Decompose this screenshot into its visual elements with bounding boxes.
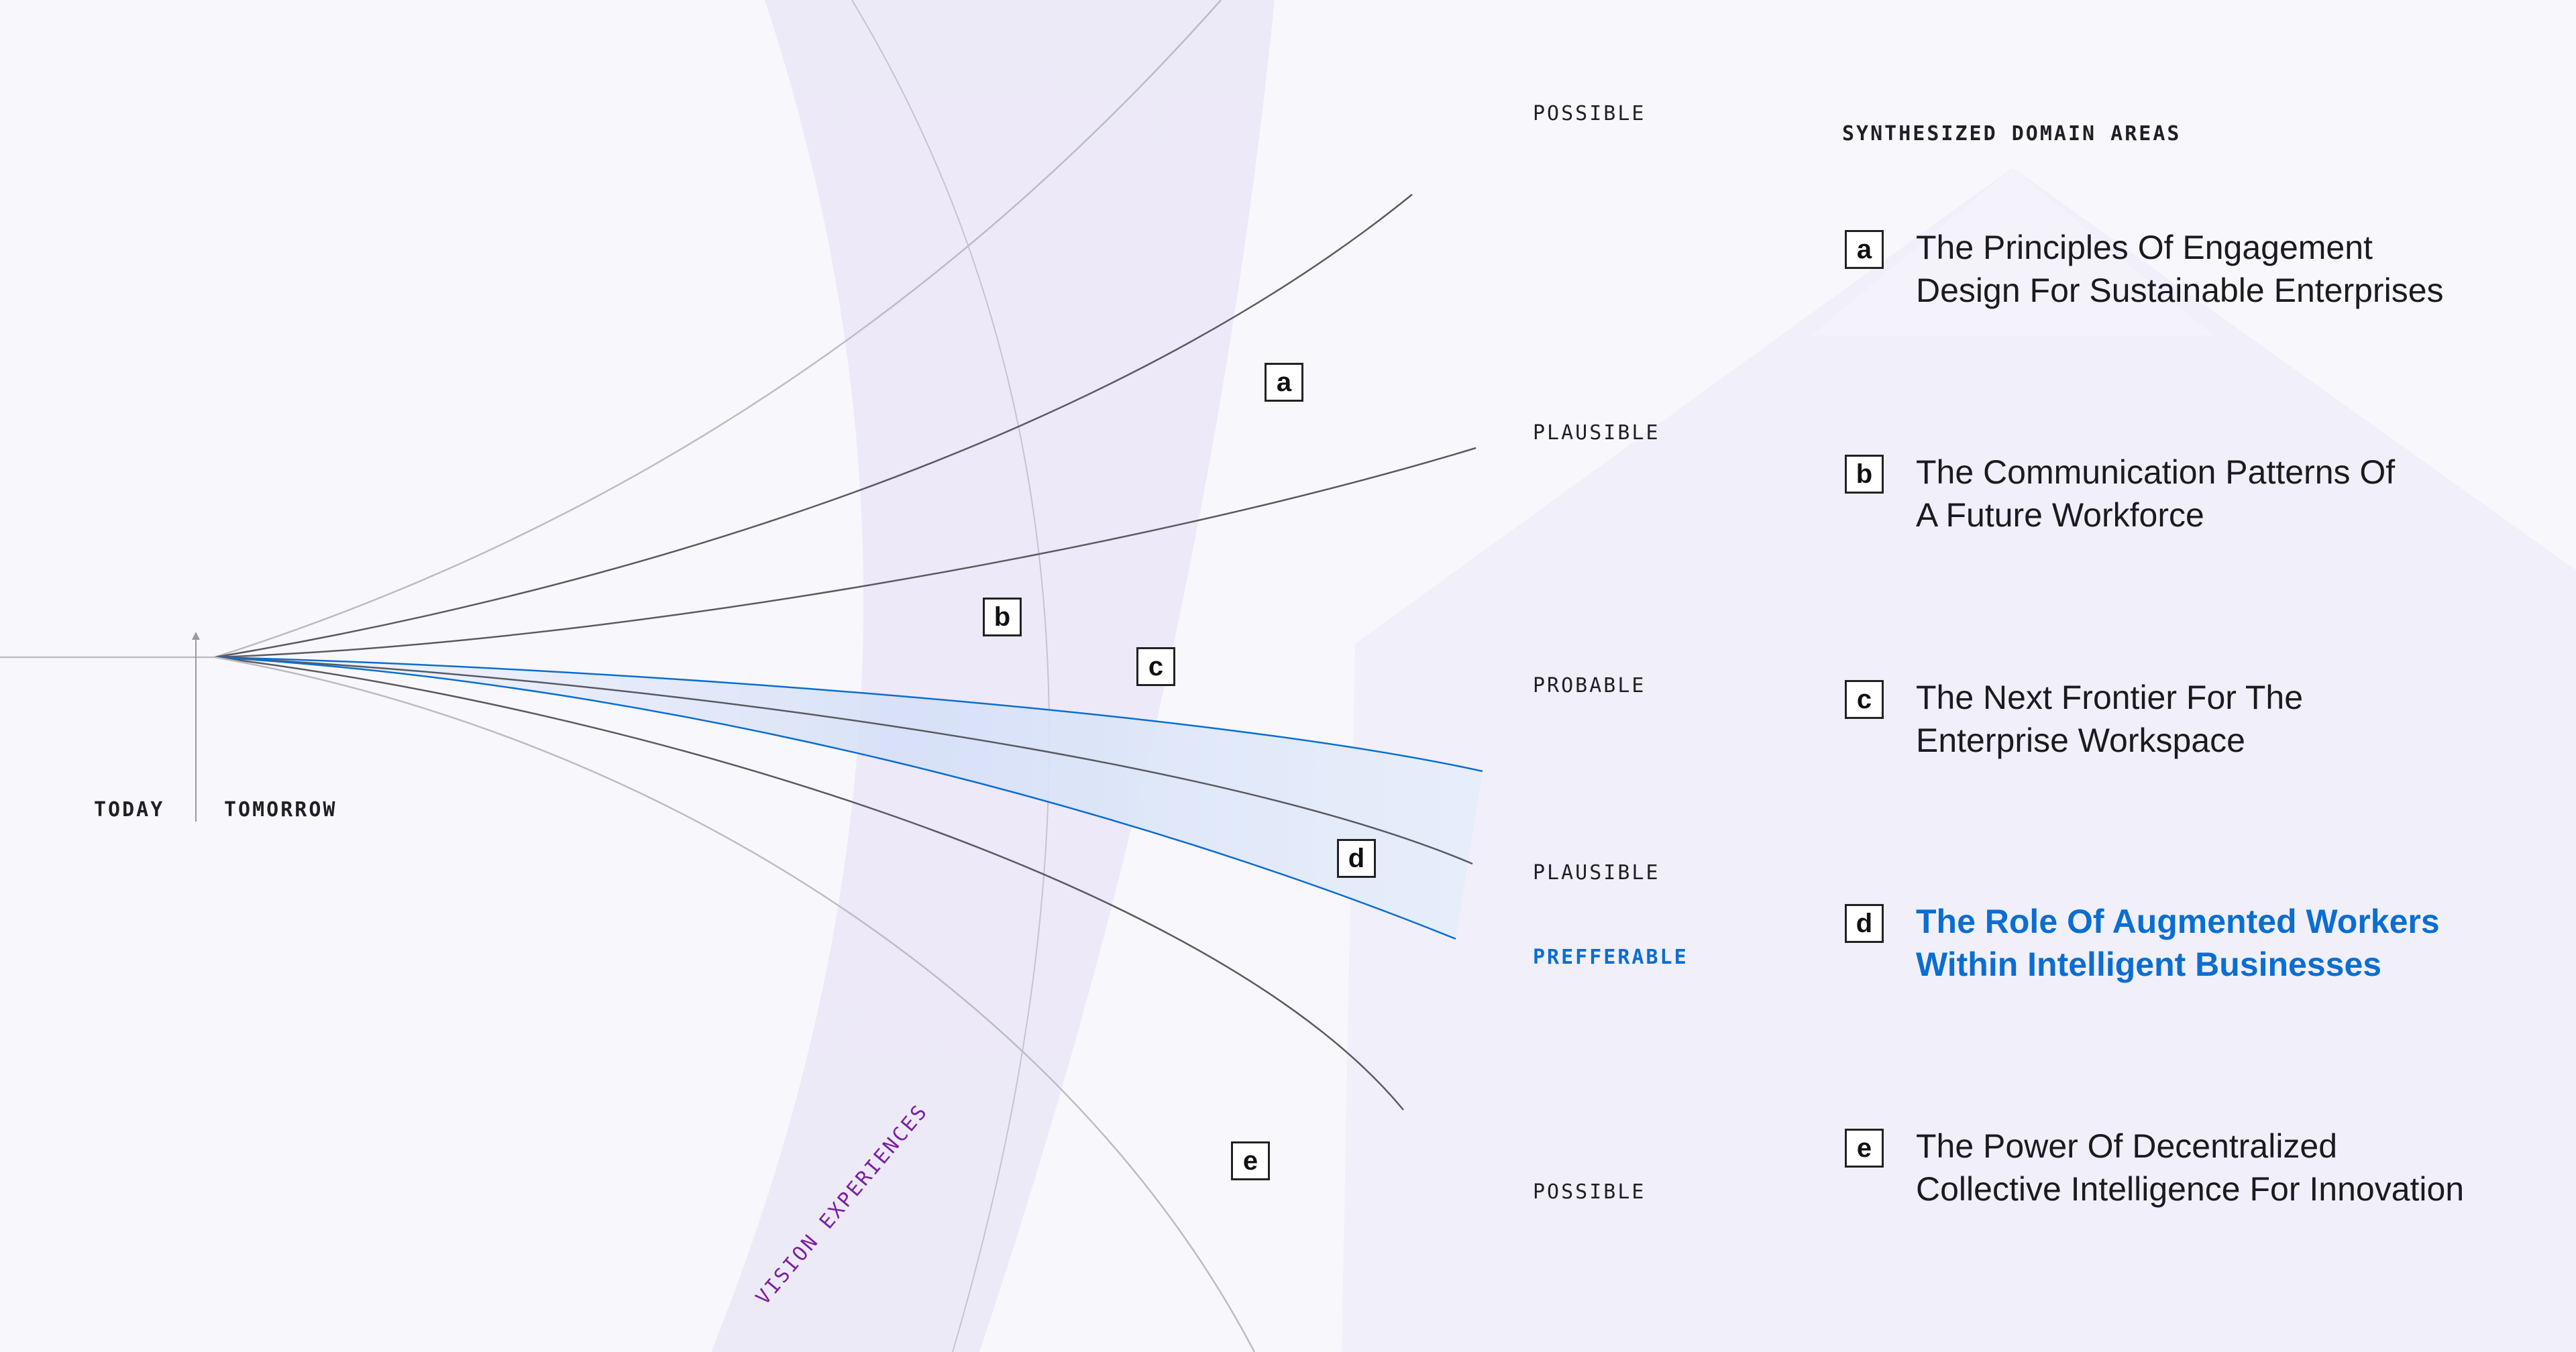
line-c bbox=[214, 656, 1473, 865]
domain-area-text: The Power Of Decentralized Collective In… bbox=[1916, 1125, 2560, 1210]
domain-area-line1: The Role Of Augmented Workers bbox=[1916, 903, 2440, 940]
domain-area-line2: Collective Intelligence For Innovation bbox=[1916, 1170, 2465, 1208]
cone-lines bbox=[214, 0, 1483, 1352]
domain-area-line2: Design For Sustainable Enterprises bbox=[1916, 272, 2444, 309]
tomorrow-label: TOMORROW bbox=[224, 798, 337, 822]
domain-area-letter: d bbox=[1845, 904, 1884, 943]
today-label: TODAY bbox=[94, 798, 165, 822]
line-b bbox=[214, 447, 1477, 659]
domain-areas-title: SYNTHESIZED DOMAIN AREAS bbox=[1842, 122, 2182, 146]
domain-area-line2: Within Intelligent Businesses bbox=[1916, 946, 2382, 983]
marker-a[interactable]: a bbox=[1265, 363, 1303, 402]
domain-area-line1: The Principles Of Engagement bbox=[1916, 229, 2373, 266]
domain-area-letter: e bbox=[1845, 1129, 1884, 1168]
domain-area-letter: c bbox=[1845, 680, 1884, 719]
background-shapes bbox=[1342, 168, 2576, 1352]
domain-area-letter: b bbox=[1845, 455, 1884, 494]
domain-area-text: The Principles Of Engagement Design For … bbox=[1916, 226, 2560, 312]
line-a bbox=[214, 194, 1413, 659]
marker-b[interactable]: b bbox=[983, 598, 1022, 636]
line-preferable-lower bbox=[214, 656, 1456, 940]
scenario-label-plausible-top: PLAUSIBLE bbox=[1533, 421, 1660, 445]
scenario-label-possible-bottom: POSSIBLE bbox=[1533, 1180, 1646, 1204]
vision-arc-band bbox=[711, 0, 1275, 1352]
domain-area-line1: The Next Frontier For The bbox=[1916, 679, 2304, 716]
domain-area-text: The Communication Patterns Of A Future W… bbox=[1916, 451, 2560, 537]
domain-area-line2: Enterprise Workspace bbox=[1916, 722, 2245, 759]
scenario-label-possible-top: POSSIBLE bbox=[1533, 102, 1646, 125]
marker-c[interactable]: c bbox=[1136, 647, 1175, 686]
domain-area-text: The Next Frontier For The Enterprise Wor… bbox=[1916, 676, 2560, 762]
preferable-band bbox=[215, 657, 1483, 939]
line-outer-top bbox=[214, 0, 1222, 659]
scenario-label-plausible-bottom: PLAUSIBLE bbox=[1533, 861, 1660, 885]
domain-area-line1: The Power Of Decentralized bbox=[1916, 1127, 2338, 1165]
domain-area-letter: a bbox=[1845, 230, 1884, 269]
domain-area-text: The Role Of Augmented Workers Within Int… bbox=[1916, 900, 2560, 986]
line-e bbox=[214, 656, 1404, 1111]
marker-e[interactable]: e bbox=[1231, 1141, 1270, 1180]
scenario-label-preferable: PREFFERABLE bbox=[1533, 946, 1688, 969]
line-outer-bottom bbox=[214, 656, 1256, 1352]
marker-d[interactable]: d bbox=[1337, 839, 1376, 878]
vision-arc-line bbox=[851, 0, 1051, 1352]
domain-area-line1: The Communication Patterns Of bbox=[1916, 453, 2396, 491]
line-preferable-upper bbox=[214, 656, 1483, 773]
domain-area-line2: A Future Workforce bbox=[1916, 496, 2204, 534]
today-arrow-icon bbox=[192, 632, 200, 640]
scenario-label-probable: PROBABLE bbox=[1533, 674, 1646, 697]
